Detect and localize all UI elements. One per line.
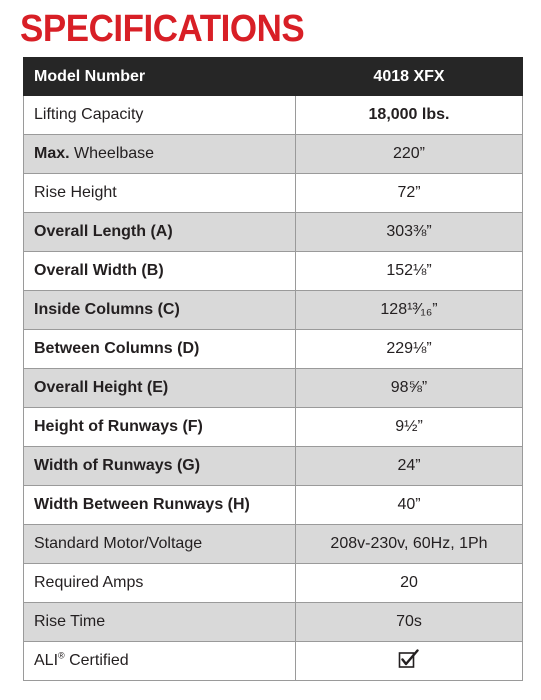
ali-label: ALI — [34, 652, 59, 669]
row-label: Rise Height — [23, 173, 296, 213]
row-value: 220” — [295, 134, 523, 174]
row-label-text: Rise Height — [34, 184, 117, 201]
row-label-text: Required Amps — [34, 574, 144, 591]
row-label-bold: Width Between Runways (H) — [34, 496, 250, 513]
row-value: 20 — [295, 563, 523, 603]
row-label: Width Between Runways (H) — [23, 485, 296, 525]
checkbox-checked-icon — [398, 648, 420, 674]
row-label: Standard Motor/Voltage — [23, 524, 296, 564]
table-header-row: Model Number 4018 XFX — [23, 57, 523, 96]
row-label: Overall Length (A) — [23, 212, 296, 252]
row-label-bold: Overall Length (A) — [34, 223, 173, 240]
row-label-bold: Height of Runways (F) — [34, 418, 203, 435]
header-value: 4018 XFX — [295, 57, 523, 96]
table-row: Between Columns (D) 229⅛” — [23, 329, 523, 369]
row-value: 70s — [295, 602, 523, 642]
row-value: 303⅜” — [295, 212, 523, 252]
row-label: Lifting Capacity — [23, 95, 296, 135]
row-label: Required Amps — [23, 563, 296, 603]
row-label: ALI® Certified — [23, 641, 296, 681]
table-row: Lifting Capacity 18,000 lbs. — [23, 95, 523, 135]
row-label: Between Columns (D) — [23, 329, 296, 369]
table-row: Overall Width (B) 152⅛” — [23, 251, 523, 291]
table-row: Overall Length (A) 303⅜” — [23, 212, 523, 252]
table-row: Rise Time 70s — [23, 602, 523, 642]
row-label-bold: Between Columns (D) — [34, 340, 200, 357]
row-label: Inside Columns (C) — [23, 290, 296, 330]
row-value: 128¹³⁄₁₆” — [295, 290, 523, 330]
row-value — [295, 641, 523, 681]
row-label: Overall Height (E) — [23, 368, 296, 408]
specifications-table: Model Number 4018 XFX Lifting Capacity 18… — [23, 57, 523, 681]
row-value: 208v-230v, 60Hz, 1Ph — [295, 524, 523, 564]
row-label-text: Rise Time — [34, 613, 106, 630]
row-label-text: Standard Motor/Voltage — [34, 535, 203, 552]
row-label: Max. Wheelbase — [23, 134, 296, 174]
table-row: Height of Runways (F) 9½” — [23, 407, 523, 447]
header-label: Model Number — [23, 57, 296, 96]
row-label-bold: Inside Columns (C) — [34, 301, 180, 318]
row-label-bold: Overall Width (B) — [34, 262, 164, 279]
row-label: Rise Time — [23, 602, 296, 642]
table-row: Standard Motor/Voltage 208v-230v, 60Hz, 1… — [23, 524, 523, 564]
certified-label: Certified — [64, 652, 129, 669]
registered-mark: ® — [58, 650, 65, 661]
row-value: 98⅝” — [295, 368, 523, 408]
table-row: Max. Wheelbase 220” — [23, 134, 523, 174]
row-value: 229⅛” — [295, 329, 523, 369]
row-value: 9½” — [295, 407, 523, 447]
table-row: Required Amps 20 — [23, 563, 523, 603]
row-label-text: Wheelbase — [69, 145, 155, 162]
row-value: 24” — [295, 446, 523, 486]
row-value: 18,000 lbs. — [295, 95, 523, 135]
table-row: Rise Height 72” — [23, 173, 523, 213]
row-label: Height of Runways (F) — [23, 407, 296, 447]
row-label: Overall Width (B) — [23, 251, 296, 291]
row-value: 40” — [295, 485, 523, 525]
table-row: Width of Runways (G) 24” — [23, 446, 523, 486]
page-title: SPECIFICATIONS — [20, 8, 305, 50]
row-label-text: Lifting Capacity — [34, 106, 144, 123]
row-label: Width of Runways (G) — [23, 446, 296, 486]
row-label-bold: Max. — [34, 145, 70, 162]
table-row: Overall Height (E) 98⅝” — [23, 368, 523, 408]
row-value: 72” — [295, 173, 523, 213]
table-row-ali-certified: ALI® Certified — [23, 641, 523, 681]
row-value: 152⅛” — [295, 251, 523, 291]
table-row: Width Between Runways (H) 40” — [23, 485, 523, 525]
row-label-bold: Width of Runways (G) — [34, 457, 201, 474]
row-label-bold: Overall Height (E) — [34, 379, 169, 396]
table-row: Inside Columns (C) 128¹³⁄₁₆” — [23, 290, 523, 330]
